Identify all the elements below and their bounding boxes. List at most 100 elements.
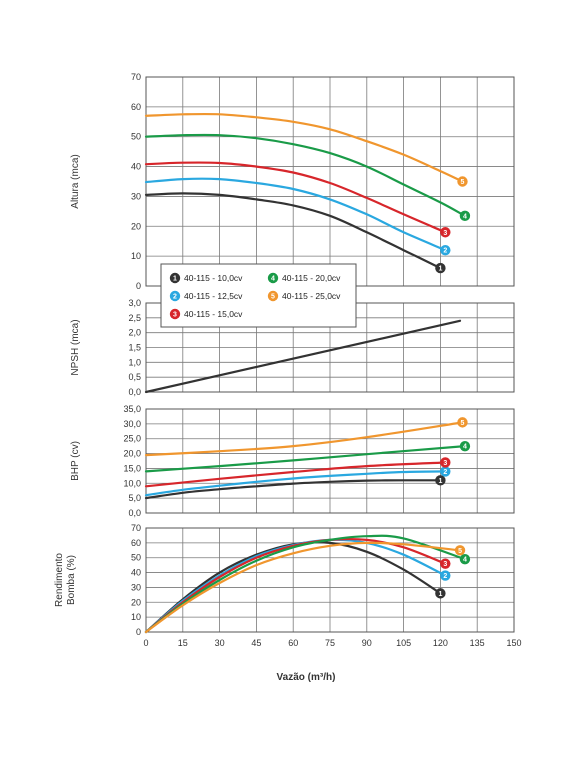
- y-tick-label: 70: [131, 523, 141, 533]
- svg-text:5: 5: [461, 420, 465, 427]
- y-tick-label: 10,0: [123, 478, 141, 488]
- y-tick-label: 1,5: [128, 343, 141, 353]
- y-tick-label: 20,0: [123, 449, 141, 459]
- legend: 1 40-115 - 10,0cv 2 40-115 - 12,5cv 3 40-115 …: [160, 263, 357, 328]
- y-tick-label: 3,0: [128, 298, 141, 308]
- y-tick-label: 70: [131, 72, 141, 82]
- y-tick-label: 40: [131, 568, 141, 578]
- legend-marker-2: 2: [169, 290, 181, 302]
- y-tick-label: 0,0: [128, 387, 141, 397]
- svg-text:3: 3: [443, 460, 447, 467]
- series-marker-altura-1: 1: [435, 262, 446, 274]
- panel-frame: [145, 408, 515, 514]
- svg-text:2: 2: [443, 248, 447, 255]
- y-tick-label: 30: [131, 191, 141, 201]
- legend-marker-4: 4: [267, 272, 279, 284]
- y-tick-label: 35,0: [123, 404, 141, 414]
- y-tick-label: 60: [131, 538, 141, 548]
- series-marker-bhp-4: 4: [459, 440, 471, 452]
- series-marker-altura-3: 3: [440, 227, 451, 238]
- svg-text:4: 4: [463, 557, 467, 564]
- series-line-bhp-3: [144, 461, 447, 488]
- svg-text:3: 3: [443, 561, 447, 568]
- y-tick-label: 0,0: [128, 508, 141, 518]
- y-tick-label: 0,5: [128, 372, 141, 382]
- y-tick-label: 15,0: [123, 463, 141, 473]
- series-line-bhp-5: [144, 421, 464, 457]
- svg-text:2: 2: [443, 469, 447, 476]
- series-marker-bhp-2: 2: [440, 466, 451, 477]
- y-axis-label: BHP (cv): [70, 441, 81, 481]
- x-tick-label: 90: [362, 638, 372, 648]
- series-line-bhp-2: [144, 470, 447, 497]
- x-tick-label: 30: [215, 638, 225, 648]
- legend-marker-1: 1: [169, 272, 181, 284]
- legend-label-2: 40-115 - 12,5cv: [184, 291, 243, 301]
- svg-text:2: 2: [443, 573, 447, 580]
- x-tick-label: 150: [506, 638, 521, 648]
- series-line-altura-4: [144, 133, 466, 217]
- y-tick-label: 50: [131, 132, 141, 142]
- x-tick-label: 75: [325, 638, 335, 648]
- svg-text:4: 4: [463, 213, 467, 220]
- series-line-bhp-1: [144, 479, 442, 500]
- legend-label-3: 40-115 - 15,0cv: [184, 309, 243, 319]
- x-tick-label: 105: [396, 638, 411, 648]
- y-tick-label: 60: [131, 102, 141, 112]
- series-line-altura-5: [144, 112, 464, 183]
- y-tick-label: 20: [131, 597, 141, 607]
- svg-text:5: 5: [461, 179, 465, 186]
- panel-altura: 0 10 20 30 40 50 60 70 Altura (mca) 1 2 3 4 5: [70, 72, 515, 291]
- y-tick-label: 20: [131, 221, 141, 231]
- series-marker-bhp-1: 1: [435, 475, 446, 486]
- series-marker-rendimento-4: 4: [459, 554, 471, 565]
- legend-marker-3: 3: [169, 308, 181, 320]
- y-axis-label: RendimentoBomba (%): [54, 553, 77, 607]
- series-marker-altura-4: 4: [459, 210, 471, 222]
- svg-text:5: 5: [458, 548, 462, 555]
- series-line-altura-2: [144, 177, 447, 252]
- svg-text:1: 1: [438, 266, 442, 273]
- x-tick-label: 15: [178, 638, 188, 648]
- x-tick-label: 0: [143, 638, 148, 648]
- y-axis-label: Altura (mca): [70, 154, 81, 208]
- svg-text:4: 4: [463, 444, 467, 451]
- series-line-bhp-4: [144, 445, 466, 473]
- series-marker-bhp-5: 5: [457, 417, 468, 428]
- legend-marker-5: 5: [267, 290, 279, 302]
- x-tick-label: 120: [433, 638, 448, 648]
- series-line-rendimento-4: [144, 534, 466, 634]
- svg-text:3: 3: [443, 230, 447, 237]
- svg-text:4: 4: [271, 276, 275, 283]
- series-line-altura-1: [144, 192, 442, 270]
- series-marker-rendimento-2: 2: [440, 570, 451, 581]
- series-line-rendimento-5: [144, 541, 462, 634]
- panel-bhp: 0,0 5,0 10,0 15,0 20,0 25,0 30,0 35,0 BHP (cv) 12…: [70, 404, 515, 518]
- y-tick-label: 0: [136, 281, 141, 291]
- x-tick-label: 135: [470, 638, 485, 648]
- y-tick-label: 30,0: [123, 419, 141, 429]
- y-tick-label: 10: [131, 251, 141, 261]
- y-tick-label: 5,0: [128, 493, 141, 503]
- y-tick-label: 30: [131, 582, 141, 592]
- y-tick-label: 0: [136, 627, 141, 637]
- y-tick-label: 40: [131, 162, 141, 172]
- y-axis-label: NPSH (mca): [70, 319, 81, 375]
- series-marker-altura-2: 2: [440, 244, 451, 256]
- legend-label-5: 40-115 - 25,0cv: [282, 291, 341, 301]
- y-tick-label: 50: [131, 553, 141, 563]
- x-tick-label: 60: [288, 638, 298, 648]
- y-tick-label: 2,5: [128, 313, 141, 323]
- series-marker-rendimento-3: 3: [440, 558, 451, 569]
- svg-text:1: 1: [438, 478, 442, 485]
- y-tick-label: 10: [131, 612, 141, 622]
- x-tick-label: 45: [251, 638, 261, 648]
- svg-text:2: 2: [173, 294, 177, 301]
- y-tick-label: 25,0: [123, 434, 141, 444]
- series-marker-bhp-3: 3: [440, 457, 451, 468]
- series-marker-rendimento-1: 1: [435, 588, 446, 599]
- series-line-altura-3: [144, 161, 447, 234]
- svg-text:1: 1: [438, 591, 442, 598]
